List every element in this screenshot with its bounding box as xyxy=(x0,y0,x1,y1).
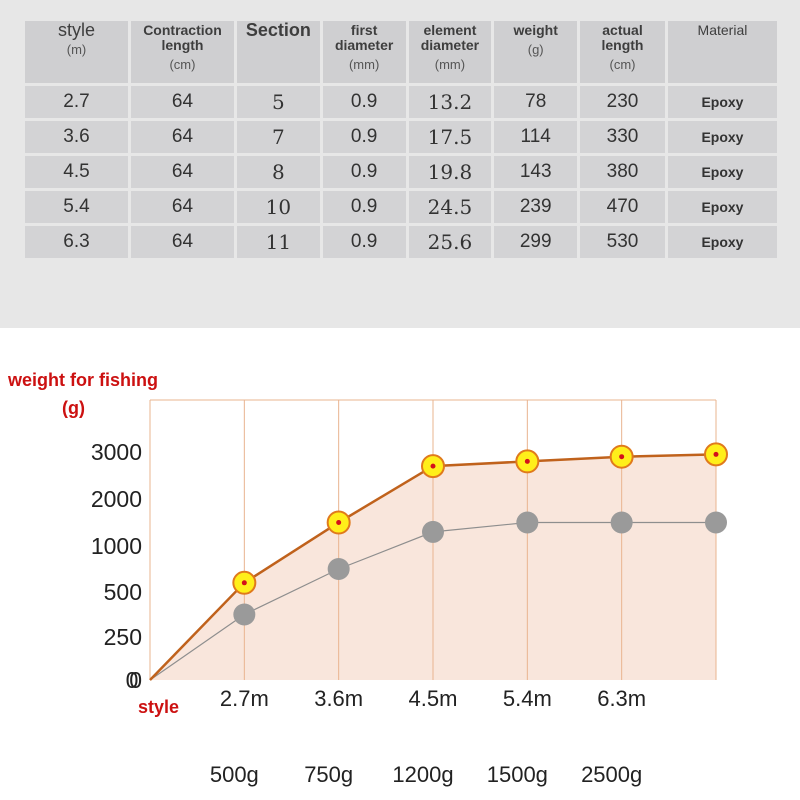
x-tick-label: 0 xyxy=(126,667,139,693)
data-point xyxy=(610,511,633,534)
cell-weight: 143 xyxy=(494,156,578,188)
cell-contraction-length: 64 xyxy=(130,191,234,223)
cell-material: Epoxy xyxy=(667,226,777,258)
data-point xyxy=(422,520,444,543)
cell-element-diameter: 17.5 xyxy=(408,121,492,153)
x-tick-label: 4.5m xyxy=(409,686,458,711)
y-tick-label: 250 xyxy=(104,624,142,650)
data-point-center xyxy=(336,520,342,525)
cell-style: 6.3 xyxy=(25,226,128,258)
data-point xyxy=(327,558,350,580)
table-row: 2.7 64 5 0.9 13.2 78 230 Epoxy xyxy=(25,86,777,118)
cell-weight: 239 xyxy=(494,191,578,223)
cell-weight: 299 xyxy=(494,226,578,258)
data-point xyxy=(705,511,727,534)
header-style: style (m) xyxy=(25,21,128,83)
data-point xyxy=(516,511,539,534)
cell-style: 2.7 xyxy=(25,86,128,118)
table-row: 3.6 64 7 0.9 17.5 114 330 Epoxy xyxy=(25,121,777,153)
cell-actual-length: 530 xyxy=(580,226,665,258)
cell-material: Epoxy xyxy=(667,191,777,223)
cell-element-diameter: 25.6 xyxy=(408,226,492,258)
header-section: Section xyxy=(236,21,320,83)
x-tick-label: 2.7m xyxy=(220,686,269,711)
cell-first-diameter: 0.9 xyxy=(322,191,406,223)
table-row: 4.5 64 8 0.9 19.8 143 380 Epoxy xyxy=(25,156,777,188)
header-material: Material xyxy=(667,21,777,83)
table-row: 5.4 64 10 0.9 24.5 239 470 Epoxy xyxy=(25,191,777,223)
cell-style: 3.6 xyxy=(25,121,128,153)
cell-element-diameter: 19.8 xyxy=(408,156,492,188)
x-axis-title: style xyxy=(138,697,179,717)
cell-element-diameter: 13.2 xyxy=(408,86,492,118)
cell-style: 5.4 xyxy=(25,191,128,223)
data-point-center xyxy=(524,458,530,464)
table-header-row: style (m) Contraction length (cm) Section … xyxy=(25,21,777,83)
cell-section: 8 xyxy=(236,156,320,188)
y-tick-label: 0 xyxy=(129,667,142,693)
data-point xyxy=(233,603,256,626)
y-axis-unit: (g) xyxy=(62,398,85,418)
cell-material: Epoxy xyxy=(667,156,777,188)
table-row: 6.3 64 11 0.9 25.6 299 530 Epoxy xyxy=(25,226,777,258)
x-tick-label: 3.6m xyxy=(314,686,363,711)
header-element-diameter: element diameter (mm) xyxy=(408,21,492,83)
cell-first-diameter: 0.9 xyxy=(322,226,406,258)
cell-first-diameter: 0.9 xyxy=(322,86,406,118)
cell-material: Epoxy xyxy=(667,121,777,153)
spec-table: style (m) Contraction length (cm) Section … xyxy=(22,18,780,261)
cell-section: 7 xyxy=(236,121,320,153)
header-contraction-length: Contraction length (cm) xyxy=(130,21,234,83)
weight-annotation: 750g xyxy=(304,762,353,787)
cell-first-diameter: 0.9 xyxy=(322,156,406,188)
cell-element-diameter: 24.5 xyxy=(408,191,492,223)
data-point-center xyxy=(713,451,719,457)
cell-actual-length: 470 xyxy=(580,191,665,223)
cell-style: 4.5 xyxy=(25,156,128,188)
y-axis-title: weight for fishing xyxy=(7,370,158,390)
data-point-center xyxy=(619,454,625,460)
cell-actual-length: 330 xyxy=(580,121,665,153)
y-tick-label: 2000 xyxy=(91,486,142,512)
cell-section: 11 xyxy=(236,226,320,258)
cell-contraction-length: 64 xyxy=(130,226,234,258)
cell-contraction-length: 64 xyxy=(130,121,234,153)
weight-annotation: 2500g xyxy=(581,762,642,787)
cell-section: 5 xyxy=(236,86,320,118)
cell-weight: 114 xyxy=(494,121,578,153)
data-point-center xyxy=(430,463,436,469)
cell-first-diameter: 0.9 xyxy=(322,121,406,153)
spec-table-panel: style (m) Contraction length (cm) Section … xyxy=(0,0,800,328)
cell-weight: 78 xyxy=(494,86,578,118)
x-tick-label: 5.4m xyxy=(503,686,552,711)
cell-section: 10 xyxy=(236,191,320,223)
cell-contraction-length: 64 xyxy=(130,86,234,118)
cell-actual-length: 230 xyxy=(580,86,665,118)
x-tick-label: 6.3m xyxy=(597,686,646,711)
header-actual-length: actual length (cm) xyxy=(580,21,665,83)
cell-contraction-length: 64 xyxy=(130,156,234,188)
header-first-diameter: first diameter (mm) xyxy=(322,21,406,83)
data-point-center xyxy=(241,580,247,586)
cell-material: Epoxy xyxy=(667,86,777,118)
cell-actual-length: 380 xyxy=(580,156,665,188)
y-tick-label: 3000 xyxy=(91,439,142,465)
header-weight: weight (g) xyxy=(494,21,578,83)
y-tick-label: 500 xyxy=(104,579,142,605)
weight-annotation: 1500g xyxy=(487,762,548,787)
weight-annotation: 1200g xyxy=(392,762,453,787)
weight-annotation: 500g xyxy=(210,762,259,787)
fishing-weight-chart: weight for fishing (g) style 0 250 500 1000… xyxy=(7,370,728,787)
y-tick-label: 1000 xyxy=(91,533,142,559)
